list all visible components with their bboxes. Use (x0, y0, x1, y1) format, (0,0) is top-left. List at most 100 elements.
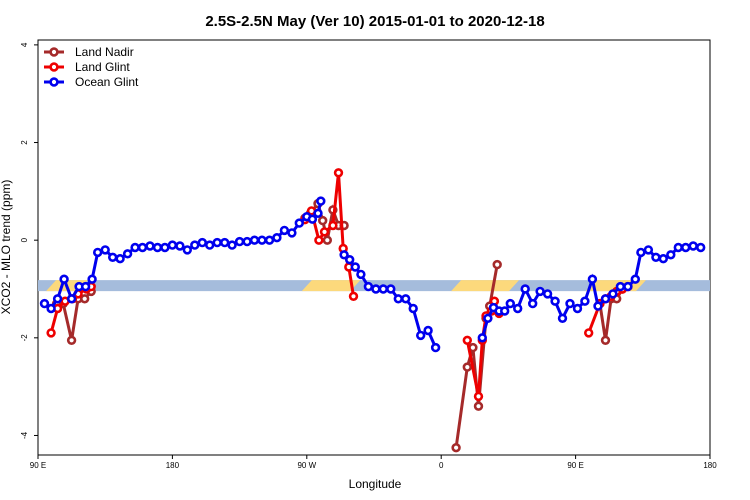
data-point-2-2-15 (580, 296, 590, 306)
data-point-2-0-0 (39, 298, 50, 309)
data-point-2-1-3 (356, 269, 366, 280)
data-point-1-1-4 (328, 220, 338, 231)
y-tick-label-2: 0 (20, 237, 29, 242)
data-point-0-2-1 (462, 362, 472, 372)
x-tick-label-4: 90 E (567, 461, 583, 470)
data-point-1-1-3 (319, 227, 330, 237)
data-point-2-0-27 (234, 236, 245, 247)
data-point-2-0-35 (294, 218, 304, 228)
data-point-2-2-23 (636, 247, 646, 258)
data-point-2-2-20 (615, 281, 626, 292)
data-point-2-2-4 (500, 306, 510, 316)
data-point-0-3-1 (600, 335, 611, 345)
land-band-segment-1 (301, 280, 361, 292)
data-point-2-0-10 (107, 252, 118, 262)
data-point-0-0-2 (66, 335, 77, 345)
data-point-2-1-9 (401, 294, 411, 304)
data-point-0-2-6 (492, 259, 502, 270)
data-point-2-0-39 (316, 196, 326, 206)
y-axis-label: XCO2 - MLO trend (ppm) (0, 180, 13, 315)
data-point-1-2-0 (462, 335, 472, 345)
data-point-1-1-2 (314, 235, 324, 245)
data-point-2-2-11 (550, 296, 560, 306)
data-point-0-1-3 (318, 215, 328, 226)
x-tick-label-5: 180 (703, 461, 717, 470)
data-point-2-2-6 (512, 303, 523, 314)
data-point-2-0-25 (220, 237, 230, 248)
data-point-2-0-22 (197, 237, 208, 248)
data-point-2-0-20 (182, 245, 193, 255)
data-point-2-0-12 (122, 249, 133, 259)
y-tick-label-1: -2 (20, 334, 29, 342)
y-tick-label-0: -4 (20, 431, 29, 439)
data-point-2-0-34 (287, 228, 297, 238)
data-point-2-0-9 (100, 245, 110, 255)
data-point-2-0-32 (272, 233, 282, 243)
data-point-0-2-3 (473, 401, 484, 411)
data-point-0-1-4 (322, 235, 332, 245)
data-point-2-0-7 (87, 274, 97, 284)
x-tick-label-3: 0 (439, 461, 444, 470)
data-point-2-0-6 (80, 281, 91, 292)
data-point-2-2-9 (535, 286, 545, 297)
data-point-2-2-17 (593, 301, 603, 311)
y-tick-label-3: 2 (20, 140, 29, 145)
plot-area (37, 39, 711, 456)
data-point-2-2-14 (572, 303, 583, 314)
data-point-2-0-30 (257, 235, 267, 245)
data-point-2-1-0 (339, 250, 349, 260)
data-point-2-2-7 (520, 284, 530, 294)
data-point-2-1-10 (408, 303, 418, 314)
data-point-1-0-0 (46, 328, 56, 338)
data-point-2-0-31 (264, 235, 275, 245)
legend-marker-0 (49, 47, 59, 57)
data-point-2-0-4 (66, 294, 77, 304)
data-point-2-2-5 (505, 298, 515, 309)
data-point-2-2-24 (643, 245, 654, 255)
data-point-2-0-15 (145, 241, 155, 251)
data-point-2-0-3 (59, 274, 69, 284)
legend-label-2: Ocean Glint (75, 75, 139, 89)
data-point-2-0-14 (137, 242, 148, 253)
data-point-2-0-23 (205, 240, 215, 250)
data-point-2-0-28 (242, 236, 252, 247)
data-point-1-1-8 (348, 291, 359, 301)
data-point-2-0-2 (52, 294, 63, 304)
data-point-2-2-16 (587, 274, 598, 284)
data-point-2-2-22 (630, 274, 640, 284)
data-point-2-2-8 (527, 298, 538, 309)
data-point-2-1-1 (345, 255, 355, 265)
data-point-2-2-28 (673, 242, 683, 253)
data-point-2-2-19 (608, 289, 618, 299)
data-point-2-1-5 (371, 284, 381, 294)
data-point-2-2-12 (557, 313, 568, 323)
x-tick-label-1: 180 (166, 461, 180, 470)
data-point-2-1-4 (363, 281, 374, 292)
legend-label-0: Land Nadir (75, 45, 134, 59)
data-point-2-2-29 (680, 242, 691, 253)
data-point-1-2-1 (473, 391, 484, 402)
land-band-segment-2 (451, 280, 519, 292)
series-ocean-glint (39, 196, 706, 353)
data-point-2-1-7 (386, 284, 396, 294)
data-point-2-2-13 (565, 298, 575, 309)
data-point-2-0-8 (92, 247, 103, 258)
data-point-2-2-31 (695, 242, 706, 253)
data-point-2-0-17 (160, 242, 170, 253)
data-point-2-0-29 (249, 235, 260, 245)
data-point-2-0-37 (307, 214, 318, 224)
data-point-2-1-11 (416, 330, 426, 341)
data-point-2-1-12 (423, 325, 433, 336)
x-tick-label-0: 90 E (30, 461, 46, 470)
data-point-2-0-24 (212, 237, 222, 248)
data-point-2-0-26 (227, 240, 237, 250)
x-axis-label: Longitude (349, 477, 402, 491)
data-point-2-2-0 (477, 333, 487, 343)
data-point-2-0-33 (279, 225, 290, 236)
data-point-2-0-38 (313, 208, 323, 219)
legend-marker-2 (49, 77, 59, 87)
data-point-0-2-0 (451, 443, 461, 453)
data-point-2-2-10 (542, 289, 553, 299)
